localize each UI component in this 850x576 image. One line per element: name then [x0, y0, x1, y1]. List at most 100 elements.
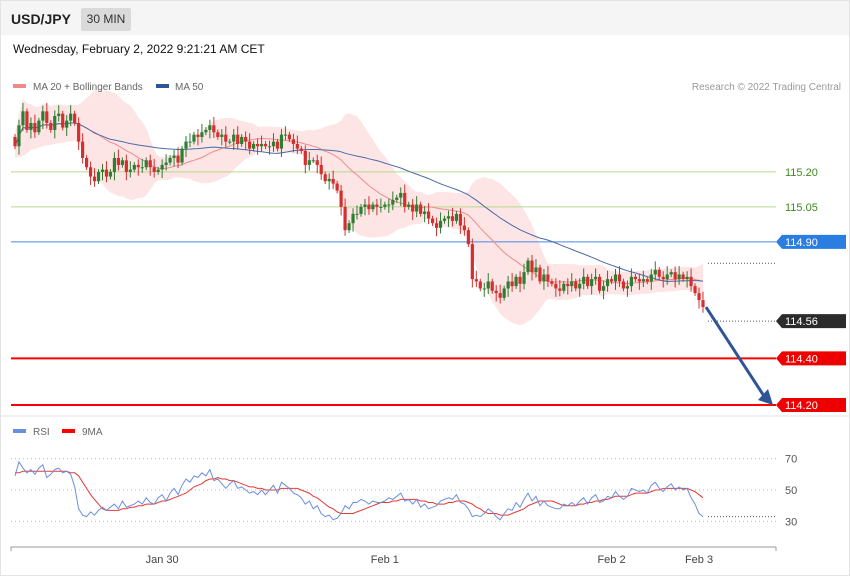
candle-body — [514, 276, 518, 287]
candle-body — [518, 276, 522, 284]
candle-body — [426, 211, 431, 219]
candle-body — [216, 132, 220, 137]
candle-body — [387, 204, 391, 206]
candle-body — [240, 136, 244, 144]
candle-body — [478, 281, 482, 289]
candle-body — [33, 122, 37, 133]
rsi-tick-label: 70 — [785, 454, 797, 466]
candle-body — [383, 204, 387, 207]
candle-body — [474, 279, 478, 282]
candle-body — [200, 132, 204, 137]
candle-body — [554, 283, 558, 289]
candle-body — [196, 134, 200, 137]
candle-body — [220, 134, 224, 137]
candle-body — [120, 160, 124, 165]
candle-body — [267, 146, 272, 148]
candle-body — [180, 148, 184, 163]
candle-body — [423, 211, 427, 214]
candle-body — [311, 160, 315, 162]
candle-body — [148, 160, 152, 168]
candle-body — [434, 223, 439, 228]
candle-body — [41, 111, 45, 121]
candle-body — [168, 157, 172, 163]
candle-body — [633, 276, 637, 280]
ma50-legend-label: MA 50 — [175, 82, 204, 93]
candle-body — [681, 274, 685, 280]
candle-body — [594, 276, 598, 280]
candle-body — [69, 113, 73, 121]
candle-body — [411, 204, 415, 212]
time-axis-label: Jan 30 — [146, 554, 179, 566]
candle-body — [124, 160, 128, 172]
candle-body — [558, 288, 562, 291]
candle-body — [669, 272, 673, 275]
candle-body — [57, 113, 61, 116]
candle-body — [454, 213, 459, 221]
candle-body — [609, 279, 614, 282]
rsi-legend-swatch — [13, 429, 26, 433]
candle-body — [462, 225, 466, 231]
candle-body — [128, 169, 132, 172]
candle-body — [613, 274, 618, 282]
candle-body — [61, 113, 65, 128]
candle-body — [144, 160, 148, 168]
candle-body — [446, 216, 451, 219]
candle-body — [566, 283, 570, 287]
last-price-label: 114.56 — [785, 316, 818, 328]
candle-body — [327, 178, 331, 182]
candle-body — [601, 286, 606, 291]
candle-body — [562, 283, 566, 291]
support-label-box — [776, 351, 846, 366]
candle-body — [530, 260, 534, 273]
candle-body — [590, 279, 594, 287]
candle-body — [81, 141, 85, 158]
candle-body — [291, 139, 295, 144]
candle-body — [25, 111, 29, 130]
candle-body — [395, 197, 399, 200]
candle-body — [299, 148, 303, 151]
candle-body — [29, 122, 33, 130]
candle-body — [263, 143, 268, 147]
candle-body — [232, 134, 236, 142]
candle-body — [283, 134, 288, 136]
time-axis-label: Feb 1 — [371, 554, 399, 566]
candle-body — [510, 281, 514, 287]
candle-body — [661, 276, 665, 280]
candle-body — [689, 276, 693, 287]
candle-body — [228, 141, 232, 143]
candle-body — [224, 134, 228, 142]
timeframe-badge[interactable]: 30 MIN — [81, 8, 131, 31]
rsi-tick-label: 30 — [785, 516, 797, 528]
candle-body — [96, 171, 101, 182]
candle-body — [367, 204, 371, 210]
candle-body — [458, 213, 463, 226]
candle-body — [419, 204, 423, 214]
candle-body — [637, 279, 641, 282]
candle-body — [13, 136, 17, 147]
candle-body — [17, 125, 21, 147]
candle-body — [192, 134, 196, 142]
pivot-label-box — [776, 234, 846, 249]
candle-body — [586, 276, 590, 287]
forecast-arrow-line — [704, 306, 766, 397]
candle-body — [693, 286, 697, 294]
pivot-label: 114.90 — [785, 237, 818, 249]
candle-body — [542, 274, 546, 282]
time-axis-label: Feb 2 — [597, 554, 625, 566]
candle-body — [244, 136, 248, 142]
candle-body — [498, 293, 502, 298]
ma20-legend-swatch — [13, 84, 26, 88]
chart-datetime: Wednesday, February 2, 2022 9:21:21 AM C… — [13, 42, 265, 56]
candle-body — [84, 157, 89, 168]
candle-body — [331, 178, 335, 184]
candle-body — [53, 115, 57, 130]
candle-body — [538, 267, 542, 282]
candle-body — [73, 113, 77, 123]
forecast-arrow-head — [758, 389, 773, 406]
candle-body — [673, 272, 677, 280]
ma50-legend-swatch — [156, 84, 169, 88]
copyright-text: Research © 2022 Trading Central — [692, 82, 841, 93]
candle-body — [65, 120, 69, 128]
candle-body — [204, 129, 208, 133]
candle-body — [546, 274, 550, 282]
